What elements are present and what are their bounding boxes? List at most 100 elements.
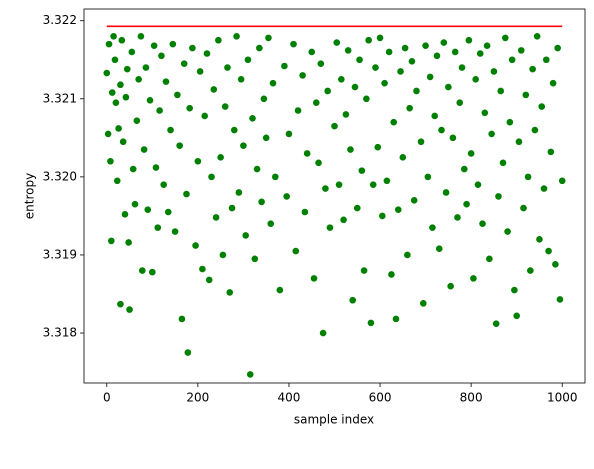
point <box>281 62 288 70</box>
point <box>399 154 407 161</box>
point <box>324 87 331 95</box>
point <box>545 247 552 255</box>
point <box>150 42 158 49</box>
point <box>292 247 300 255</box>
point <box>465 36 473 44</box>
x-axis-label: sample index <box>294 413 374 427</box>
point <box>137 33 145 40</box>
point <box>420 300 427 307</box>
point <box>397 68 404 75</box>
point <box>122 93 130 101</box>
point <box>558 177 566 185</box>
point <box>123 65 131 73</box>
point <box>203 50 211 57</box>
point <box>140 146 148 153</box>
y-axis-label: entropy <box>23 173 37 219</box>
point <box>269 79 277 87</box>
point <box>424 173 432 181</box>
point <box>231 126 238 134</box>
point <box>515 138 523 146</box>
point <box>152 164 160 171</box>
point <box>556 296 564 303</box>
point <box>199 265 206 273</box>
point <box>133 117 141 124</box>
point <box>105 40 113 48</box>
point <box>117 81 124 89</box>
point <box>221 103 229 110</box>
point <box>365 36 372 44</box>
point <box>335 181 343 188</box>
point <box>504 228 511 235</box>
point <box>520 204 527 212</box>
point <box>167 126 174 134</box>
point <box>189 44 196 52</box>
point <box>527 267 534 274</box>
point <box>186 104 193 112</box>
y-tick-label: 3.322 <box>43 13 77 27</box>
point <box>110 33 117 40</box>
point <box>208 173 215 181</box>
point <box>458 64 466 71</box>
point <box>301 208 309 216</box>
point <box>135 75 142 83</box>
x-tick-label: 200 <box>186 391 209 405</box>
point <box>104 130 112 138</box>
point <box>547 148 555 156</box>
point <box>294 107 302 114</box>
point <box>554 44 561 52</box>
point <box>183 190 190 198</box>
point <box>111 56 119 64</box>
point <box>454 214 461 221</box>
point <box>542 56 550 64</box>
point <box>445 83 452 91</box>
point <box>476 50 484 57</box>
point <box>492 320 500 327</box>
point <box>511 286 518 294</box>
point <box>349 296 357 304</box>
point <box>369 181 377 188</box>
point <box>333 39 341 46</box>
point <box>119 138 127 146</box>
point <box>108 89 116 96</box>
point <box>317 60 325 67</box>
point <box>467 150 475 157</box>
point <box>426 73 434 81</box>
point <box>121 211 129 218</box>
point <box>129 165 137 173</box>
point <box>262 134 270 142</box>
x-tick-label: 0 <box>103 391 111 405</box>
point <box>128 48 136 56</box>
point <box>319 329 327 337</box>
point <box>540 185 548 192</box>
y-tick-label: 3.318 <box>43 326 77 340</box>
point <box>217 154 224 161</box>
point <box>401 44 409 52</box>
point <box>212 214 220 221</box>
point <box>228 204 236 212</box>
point <box>118 36 126 44</box>
point <box>388 271 395 278</box>
point <box>146 97 154 104</box>
point <box>463 200 470 208</box>
point <box>138 267 146 274</box>
point <box>501 34 509 42</box>
point <box>299 72 306 79</box>
point <box>267 220 275 228</box>
point <box>326 224 334 231</box>
point <box>433 52 441 60</box>
point <box>240 142 247 149</box>
point <box>117 300 124 308</box>
point <box>103 69 111 77</box>
point <box>461 165 468 173</box>
point <box>374 143 382 151</box>
point <box>381 79 388 87</box>
point <box>536 236 543 243</box>
point <box>205 276 213 284</box>
point <box>192 242 199 249</box>
point <box>276 286 284 294</box>
plot-frame <box>83 8 586 384</box>
y-tick-label: 3.319 <box>43 247 77 261</box>
point <box>285 130 293 138</box>
point <box>552 261 559 268</box>
point <box>271 173 279 181</box>
